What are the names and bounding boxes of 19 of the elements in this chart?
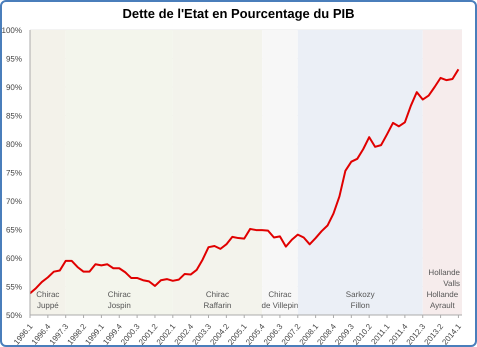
band-label: Chirac de Villepin bbox=[262, 290, 298, 310]
y-tick-label: 60% bbox=[6, 254, 22, 263]
annotation: Hollande Valls bbox=[428, 268, 461, 288]
chart-title: Dette de l'Etat en Pourcentage du PIB bbox=[121, 6, 356, 21]
y-tick-label: 85% bbox=[6, 111, 22, 120]
y-tick-label: 95% bbox=[6, 54, 22, 64]
band-label: Hollande Ayrault bbox=[426, 290, 459, 310]
band-label: Chirac Raffarin bbox=[204, 290, 232, 310]
y-tick-label: 90% bbox=[6, 82, 22, 92]
y-tick-label: 100% bbox=[2, 26, 22, 35]
y-tick-label: 80% bbox=[6, 140, 22, 149]
band-label: Sarkozy Fillon bbox=[346, 290, 375, 310]
band-label: Chirac Juppé bbox=[36, 290, 60, 310]
y-tick-label: 75% bbox=[6, 168, 22, 178]
y-tick-label: 50% bbox=[6, 310, 22, 320]
band-label: Chirac Jospin bbox=[108, 290, 131, 310]
y-tick-label: 55% bbox=[6, 282, 22, 292]
y-tick-label: 65% bbox=[6, 225, 22, 234]
y-tick-label: 70% bbox=[6, 196, 22, 206]
